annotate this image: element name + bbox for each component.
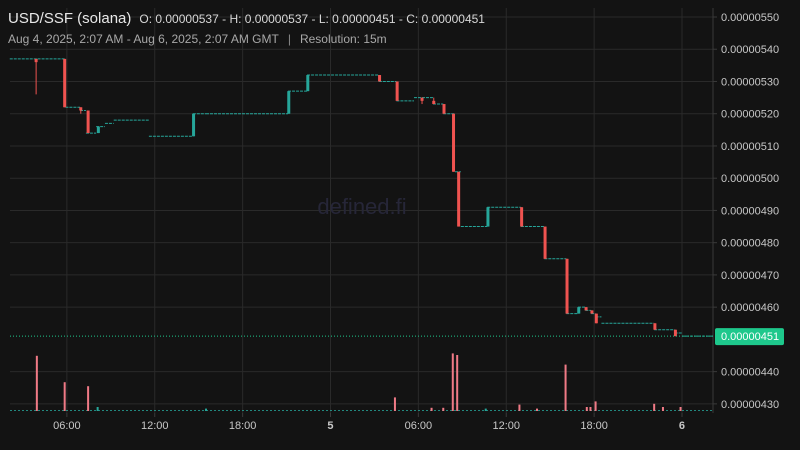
symbol-title: USD/SSF (solana) xyxy=(8,10,132,27)
price-axis[interactable]: 0.00000550 0.00000540 0.00000530 0.00000520… xyxy=(713,12,779,411)
y-tick-label: 0.00000490 xyxy=(721,205,779,217)
candle-body xyxy=(452,113,456,172)
volume-bar xyxy=(35,355,38,411)
volume-bar xyxy=(87,386,90,411)
y-tick-label: 0.00000510 xyxy=(721,141,779,153)
volume-bar xyxy=(661,407,664,411)
volume-bar xyxy=(430,407,433,411)
candle-body xyxy=(420,97,424,101)
candle-body xyxy=(395,81,399,101)
volume-bar xyxy=(594,401,597,411)
candle-body xyxy=(673,329,677,337)
candle-body xyxy=(34,58,38,63)
volume-bar xyxy=(679,407,682,411)
volume-bar xyxy=(589,407,592,411)
volume-bar xyxy=(63,382,66,411)
y-tick-label: 0.00000480 xyxy=(721,238,779,250)
x-tick-label: 18:00 xyxy=(229,420,257,432)
y-tick-label: 0.00000530 xyxy=(721,76,779,88)
candle-body xyxy=(442,104,446,114)
y-tick-label: 0.00000430 xyxy=(721,399,779,411)
x-tick-label: 12:00 xyxy=(492,420,520,432)
volume-bar xyxy=(536,408,539,411)
volume-bar xyxy=(484,408,487,411)
volume-bar xyxy=(205,408,208,411)
candle-body xyxy=(79,107,83,111)
x-tick-label: 5 xyxy=(327,420,333,432)
y-tick-label: 0.00000470 xyxy=(721,270,779,282)
candle-body xyxy=(520,207,524,227)
candle-body xyxy=(457,171,461,227)
volume-bar xyxy=(442,407,445,411)
header-separator: | xyxy=(287,32,291,46)
watermark-text: defined.fi xyxy=(317,194,406,219)
y-tick-label: 0.00000520 xyxy=(721,109,779,121)
candle-body xyxy=(486,207,490,227)
volume-bar xyxy=(585,407,588,411)
candles xyxy=(34,58,677,337)
volume-bars xyxy=(10,353,713,411)
candle-body xyxy=(565,258,569,314)
y-tick-label: 0.00000540 xyxy=(721,44,779,56)
chart-header: USD/SSF (solana) O: 0.00000537 - H: 0.000… xyxy=(8,9,485,47)
candle-body xyxy=(543,226,547,259)
candle-body xyxy=(63,58,67,108)
date-range: Aug 4, 2025, 2:07 AM - Aug 6, 2025, 2:07… xyxy=(8,32,279,46)
volume-bar xyxy=(653,403,656,411)
y-tick-label: 0.00000500 xyxy=(721,173,779,185)
x-tick-label: 6 xyxy=(679,420,685,432)
y-tick-label: 0.00000550 xyxy=(721,12,779,24)
candle-body xyxy=(432,100,436,105)
x-tick-label: 06:00 xyxy=(405,420,433,432)
ohlc-readout: O: 0.00000537 - H: 0.00000537 - L: 0.000… xyxy=(139,12,485,26)
x-tick-label: 06:00 xyxy=(53,420,81,432)
volume-bar xyxy=(456,355,459,411)
y-tick-label: 0.00000460 xyxy=(721,302,779,314)
candle-body xyxy=(577,307,581,314)
candle-body xyxy=(96,126,100,134)
x-tick-label: 12:00 xyxy=(141,420,169,432)
candle-body xyxy=(86,110,90,134)
candle-body xyxy=(287,91,291,114)
candle-body xyxy=(590,310,594,314)
candle-body xyxy=(378,75,382,82)
y-tick-label: 0.00000440 xyxy=(721,367,779,379)
volume-bar xyxy=(451,353,454,411)
candle-body xyxy=(594,313,598,324)
volume-bar xyxy=(393,397,396,411)
last-price-marker: 0.00000451 xyxy=(10,328,784,346)
volume-bar xyxy=(96,407,99,411)
volume-bar xyxy=(564,364,567,411)
time-axis[interactable]: 06:00 12:00 18:00 5 06:00 12:00 18:00 6 xyxy=(53,413,685,432)
resolution-label: Resolution: 15m xyxy=(299,32,387,46)
candle-body xyxy=(192,113,196,137)
last-price-label: 0.00000451 xyxy=(721,331,779,343)
volume-bar xyxy=(518,404,521,411)
x-tick-label: 18:00 xyxy=(580,420,608,432)
candle-body xyxy=(306,75,310,92)
candle-body xyxy=(653,323,657,330)
last-price-tag xyxy=(715,328,784,346)
candle-body xyxy=(584,307,588,311)
grid xyxy=(10,8,713,413)
